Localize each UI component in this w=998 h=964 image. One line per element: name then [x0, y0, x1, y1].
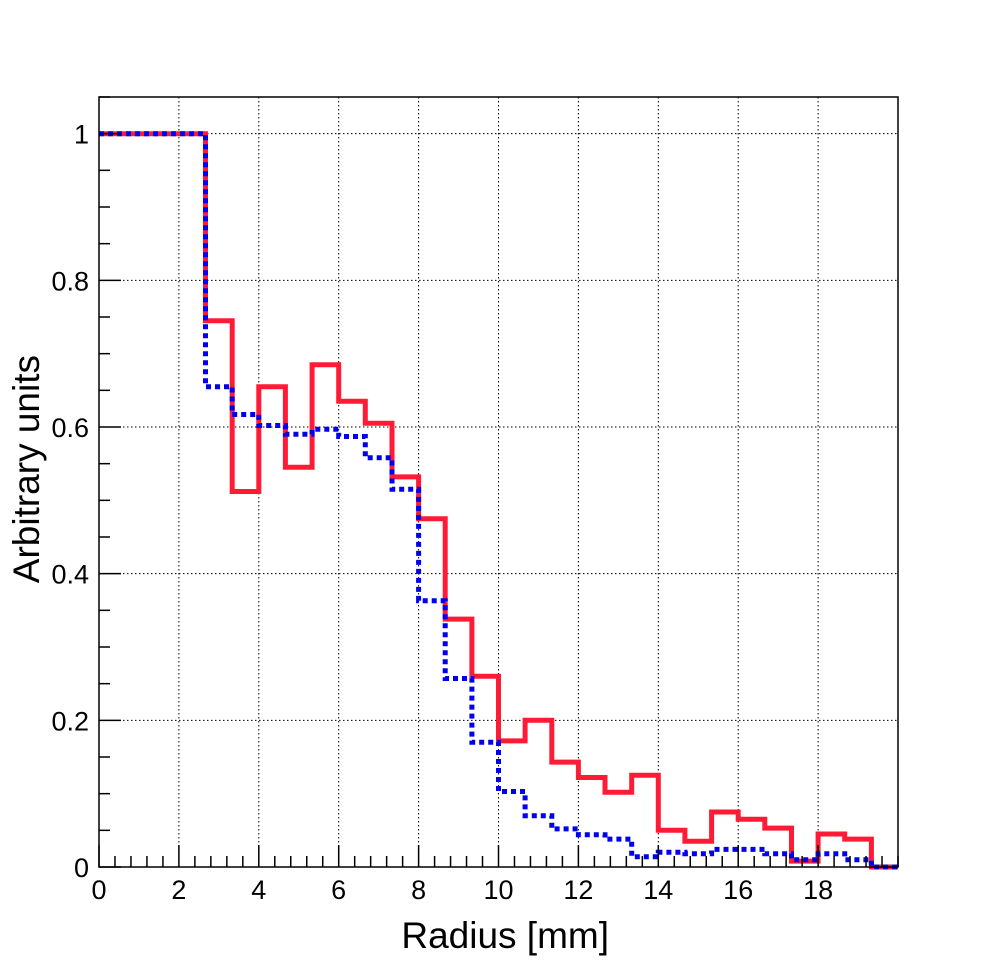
- x-tick-label: 18: [803, 875, 833, 905]
- y-tick-label: 0.4: [51, 560, 89, 590]
- x-tick-label: 14: [643, 875, 673, 905]
- x-tick-label: 2: [171, 875, 186, 905]
- series-2-line: [99, 131, 898, 870]
- x-tick-label: 6: [331, 875, 346, 905]
- x-axis-title: Radius [mm]: [401, 915, 609, 956]
- tick-labels: 0 2 4 6 8 10 12 14 16 18 0 0.2 0.4 0.6 0.8 1: [51, 120, 833, 905]
- x-tick-label: 12: [563, 875, 593, 905]
- x-tick-label: 8: [411, 875, 426, 905]
- x-tick-label: 4: [251, 875, 266, 905]
- x-tick-label: 0: [91, 875, 106, 905]
- y-tick-label: 0: [74, 853, 89, 883]
- y-tick-label: 0.6: [51, 413, 89, 443]
- series-lines: [99, 131, 898, 870]
- y-axis-title: Arbitrary units: [6, 355, 47, 583]
- y-tick-label: 0.2: [51, 706, 89, 736]
- y-tick-label: 0.8: [51, 266, 89, 296]
- axis-ticks: [98, 96, 899, 868]
- x-tick-label: 16: [723, 875, 753, 905]
- y-tick-label: 1: [74, 120, 89, 150]
- series-1-line: [99, 131, 898, 870]
- x-tick-label: 10: [483, 875, 513, 905]
